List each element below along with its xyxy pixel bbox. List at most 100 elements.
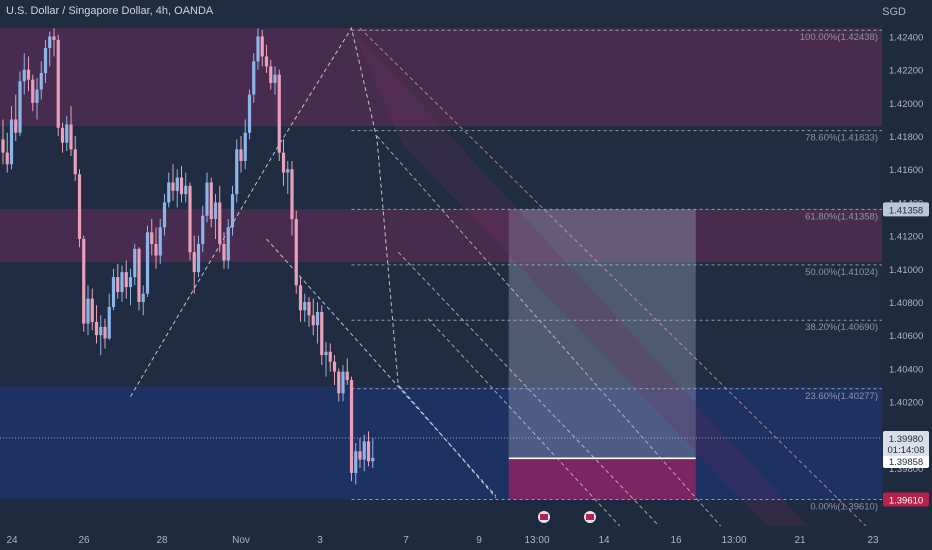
candle-body: [328, 351, 332, 362]
candle-body: [111, 277, 116, 307]
target-box: [508, 458, 696, 500]
candle-body: [65, 124, 69, 143]
event-flag-icon-0: [540, 514, 548, 520]
candle-body: [239, 149, 243, 161]
candle-body: [94, 321, 99, 336]
candle-body: [35, 89, 39, 103]
candle-body: [362, 441, 366, 460]
candle-body: [1, 139, 5, 153]
y-tick-10: 1.40400: [889, 364, 923, 375]
candle-body: [320, 311, 324, 356]
candle-body: [99, 326, 103, 336]
candle-body: [162, 202, 167, 228]
candle-body: [56, 39, 60, 128]
candle-body: [179, 177, 184, 195]
candle-body: [77, 174, 82, 239]
price-tag-target-bg: [883, 492, 929, 507]
y-tick-6: 1.41200: [889, 232, 923, 243]
candle-body: [158, 227, 162, 256]
y-tick-1: 1.42200: [889, 66, 923, 77]
candle-body: [324, 351, 328, 356]
candle-body: [9, 119, 14, 165]
candle-body: [213, 202, 218, 220]
candle-body: [14, 119, 18, 133]
zone-layer: [0, 28, 882, 500]
candle-body: [124, 272, 128, 288]
fib-label-6: 0.00%(1.39610): [810, 501, 878, 512]
candle-body: [188, 185, 192, 253]
candle-body: [171, 182, 175, 191]
candle-body: [252, 61, 256, 95]
candle-body: [86, 298, 90, 324]
candle-body: [307, 301, 311, 316]
price-tag-target: 1.39610: [889, 495, 923, 506]
fib-layer: 100.00%(1.42438) 78.60%(1.41833) 61.80%(1.…: [0, 29, 882, 512]
fan-line-1: [376, 135, 741, 549]
x-tick-5: 7: [403, 535, 409, 546]
currency-label: SGD: [882, 6, 906, 18]
fib-label-4: 38.20%(1.40690): [805, 322, 878, 333]
candle-body: [107, 306, 111, 339]
price-tag-last: 1.39980: [889, 434, 923, 445]
x-tick-8: 14: [598, 535, 610, 546]
candle-body: [243, 132, 247, 161]
candle-body: [48, 36, 52, 49]
zone-mid-resistance: [0, 209, 882, 263]
y-tick-0: 1.42400: [889, 33, 923, 44]
candle-body: [154, 243, 158, 256]
candle-body: [349, 379, 354, 473]
candle-body: [371, 457, 375, 462]
y-tick-3: 1.41800: [889, 132, 923, 143]
y-tick-2: 1.42000: [889, 99, 923, 110]
candle-body: [290, 169, 294, 220]
fib-label-1: 78.60%(1.41833): [805, 133, 878, 144]
candle-body: [52, 36, 56, 40]
fib-label-0: 100.00%(1.42438): [800, 32, 878, 43]
candle-body: [366, 441, 371, 462]
candle-body: [82, 238, 86, 324]
candle-layer: [1, 28, 375, 485]
fib-label-2: 61.80%(1.41358): [805, 211, 878, 222]
y-tick-9: 1.40600: [889, 331, 923, 342]
candle-body: [175, 177, 179, 191]
candle-body: [281, 152, 286, 173]
candle-body: [230, 194, 235, 228]
price-tag-fib-bg: [883, 202, 929, 217]
x-tick-11: 21: [794, 535, 806, 546]
candle-body: [256, 36, 260, 62]
time-axis-layer: 24 26 28 Nov 3 7 9 13:00 14 16 13:00 21 23: [0, 511, 932, 550]
price-tag-countdown: 01:14:08: [888, 445, 925, 456]
candle-body: [218, 202, 222, 244]
price-tag-current: 1.39858: [889, 457, 923, 468]
x-tick-4: 3: [317, 535, 323, 546]
candle-body: [196, 243, 201, 273]
x-tick-10: 13:00: [721, 535, 746, 546]
fan-line-3: [427, 318, 641, 549]
candle-body: [18, 81, 22, 133]
candle-body: [133, 248, 137, 278]
drawing-layer: [130, 26, 881, 550]
x-tick-3: Nov: [232, 535, 250, 546]
candle-body: [294, 219, 298, 286]
y-tick-11: 1.40200: [889, 398, 923, 409]
projection-box: [508, 209, 696, 459]
candle-body: [332, 361, 337, 372]
candle-body: [264, 56, 269, 67]
lower-trend-line: [266, 238, 497, 497]
x-tick-9: 16: [670, 535, 682, 546]
candle-body: [192, 252, 196, 273]
chart-title: U.S. Dollar / Singapore Dollar, 4h, OAND…: [6, 5, 214, 17]
candle-body: [345, 371, 349, 380]
candle-body: [128, 277, 133, 288]
candle-body: [141, 293, 145, 302]
candle-body: [31, 79, 35, 103]
candle-body: [103, 326, 107, 339]
candle-body: [167, 182, 171, 203]
candle-body: [247, 94, 252, 133]
candle-body: [298, 285, 303, 311]
candle-body: [277, 74, 281, 153]
candle-body: [260, 36, 264, 57]
time-axis-background: [0, 526, 932, 550]
